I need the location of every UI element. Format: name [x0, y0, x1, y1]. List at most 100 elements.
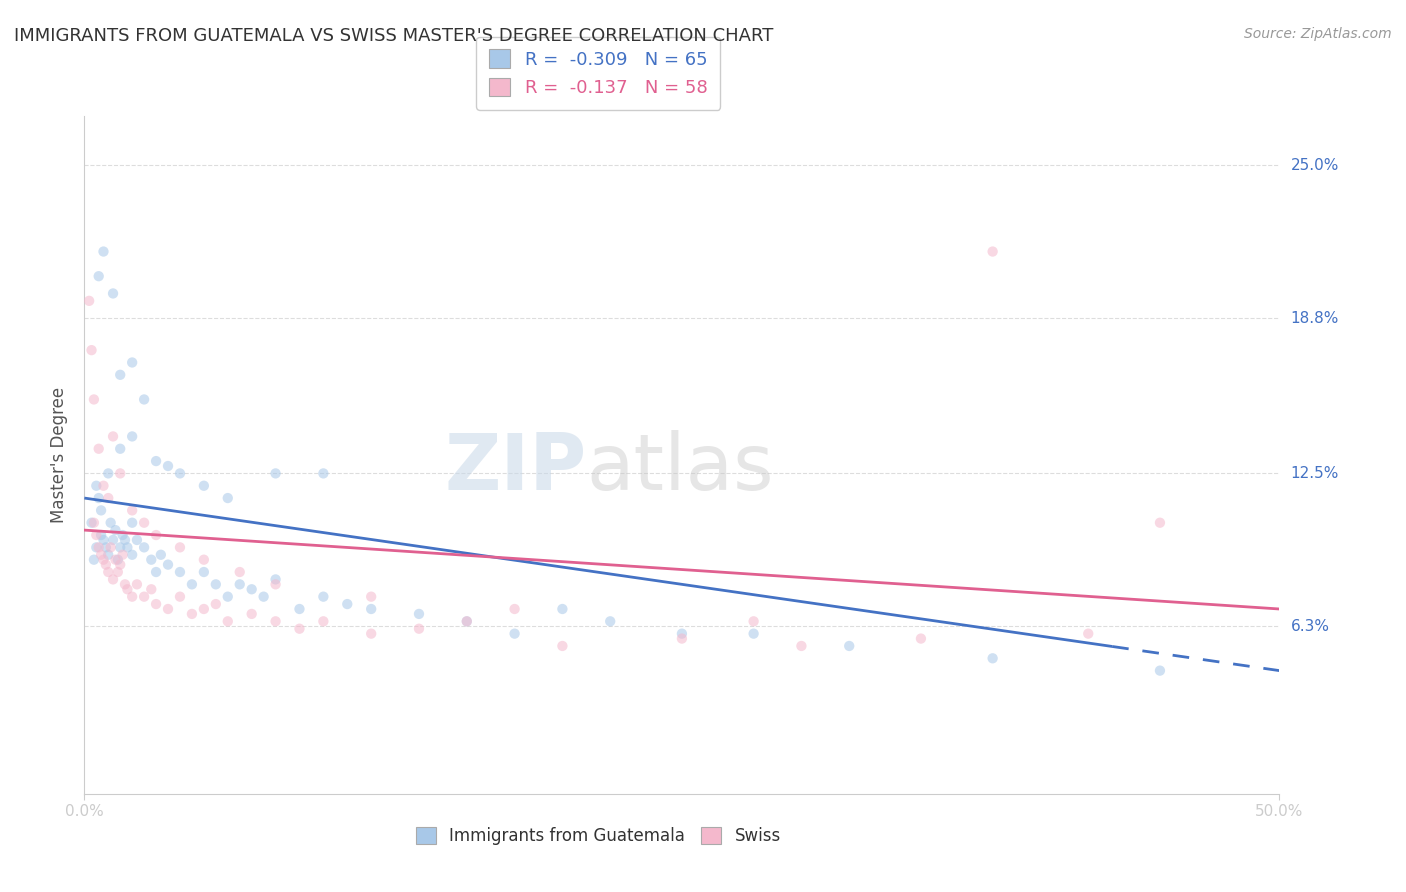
Point	[910, 632, 932, 646]
Point	[132, 516, 156, 530]
Legend: Immigrants from Guatemala, Swiss: Immigrants from Guatemala, Swiss	[408, 819, 789, 854]
Point	[288, 622, 311, 636]
Point	[456, 615, 478, 629]
Point	[145, 597, 167, 611]
Point	[157, 558, 180, 572]
Point	[193, 565, 215, 579]
Point	[312, 467, 335, 481]
Text: atlas: atlas	[586, 431, 773, 507]
Point	[193, 479, 215, 493]
Point	[97, 565, 120, 579]
Point	[169, 590, 191, 604]
Point	[117, 541, 139, 555]
Point	[125, 533, 148, 547]
Point	[101, 429, 124, 443]
Point	[93, 479, 115, 493]
Point	[408, 622, 430, 636]
Point	[100, 516, 122, 530]
Point	[87, 442, 110, 456]
Point	[132, 392, 156, 407]
Point	[551, 639, 574, 653]
Point	[86, 528, 108, 542]
Point	[181, 607, 204, 621]
Point	[240, 582, 263, 597]
Point	[111, 528, 134, 542]
Point	[121, 503, 143, 517]
Point	[205, 597, 228, 611]
Point	[671, 632, 693, 646]
Point	[671, 626, 693, 640]
Text: 25.0%: 25.0%	[1291, 158, 1339, 173]
Point	[86, 479, 108, 493]
Point	[253, 590, 276, 604]
Point	[169, 565, 191, 579]
Text: 18.8%: 18.8%	[1291, 310, 1339, 326]
Point	[229, 577, 252, 591]
Point	[125, 577, 148, 591]
Point	[790, 639, 813, 653]
Point	[264, 573, 287, 587]
Point	[101, 286, 124, 301]
Point	[193, 602, 215, 616]
Point	[742, 615, 765, 629]
Point	[742, 626, 765, 640]
Point	[360, 590, 382, 604]
Point	[141, 582, 163, 597]
Point	[107, 565, 129, 579]
Point	[104, 523, 127, 537]
Point	[110, 368, 132, 382]
Point	[169, 467, 191, 481]
Point	[132, 590, 156, 604]
Point	[132, 541, 156, 555]
Text: Source: ZipAtlas.com: Source: ZipAtlas.com	[1244, 27, 1392, 41]
Point	[97, 548, 120, 562]
Point	[503, 602, 526, 616]
Point	[110, 558, 132, 572]
Point	[981, 244, 1004, 259]
Point	[181, 577, 204, 591]
Point	[80, 516, 103, 530]
Y-axis label: Master's Degree: Master's Degree	[51, 387, 69, 523]
Point	[107, 552, 129, 566]
Point	[87, 269, 110, 284]
Point	[121, 590, 143, 604]
Point	[205, 577, 228, 591]
Point	[104, 552, 127, 566]
Point	[111, 548, 134, 562]
Point	[114, 577, 136, 591]
Point	[229, 565, 252, 579]
Point	[97, 491, 120, 505]
Point	[80, 343, 103, 358]
Point	[336, 597, 359, 611]
Point	[503, 626, 526, 640]
Point	[157, 602, 180, 616]
Point	[217, 615, 239, 629]
Point	[240, 607, 263, 621]
Text: ZIP: ZIP	[444, 431, 586, 507]
Point	[93, 533, 115, 547]
Point	[838, 639, 860, 653]
Point	[90, 528, 112, 542]
Point	[121, 548, 143, 562]
Point	[83, 552, 105, 566]
Point	[169, 541, 191, 555]
Point	[77, 293, 100, 308]
Point	[90, 503, 112, 517]
Point	[408, 607, 430, 621]
Point	[264, 467, 287, 481]
Text: IMMIGRANTS FROM GUATEMALA VS SWISS MASTER'S DEGREE CORRELATION CHART: IMMIGRANTS FROM GUATEMALA VS SWISS MASTE…	[14, 27, 773, 45]
Point	[217, 491, 239, 505]
Point	[141, 552, 163, 566]
Text: 6.3%: 6.3%	[1291, 619, 1330, 633]
Point	[110, 541, 132, 555]
Point	[121, 355, 143, 369]
Point	[456, 615, 478, 629]
Point	[114, 533, 136, 547]
Point	[90, 548, 112, 562]
Point	[86, 541, 108, 555]
Point	[121, 429, 143, 443]
Point	[551, 602, 574, 616]
Point	[97, 467, 120, 481]
Point	[83, 392, 105, 407]
Point	[145, 454, 167, 468]
